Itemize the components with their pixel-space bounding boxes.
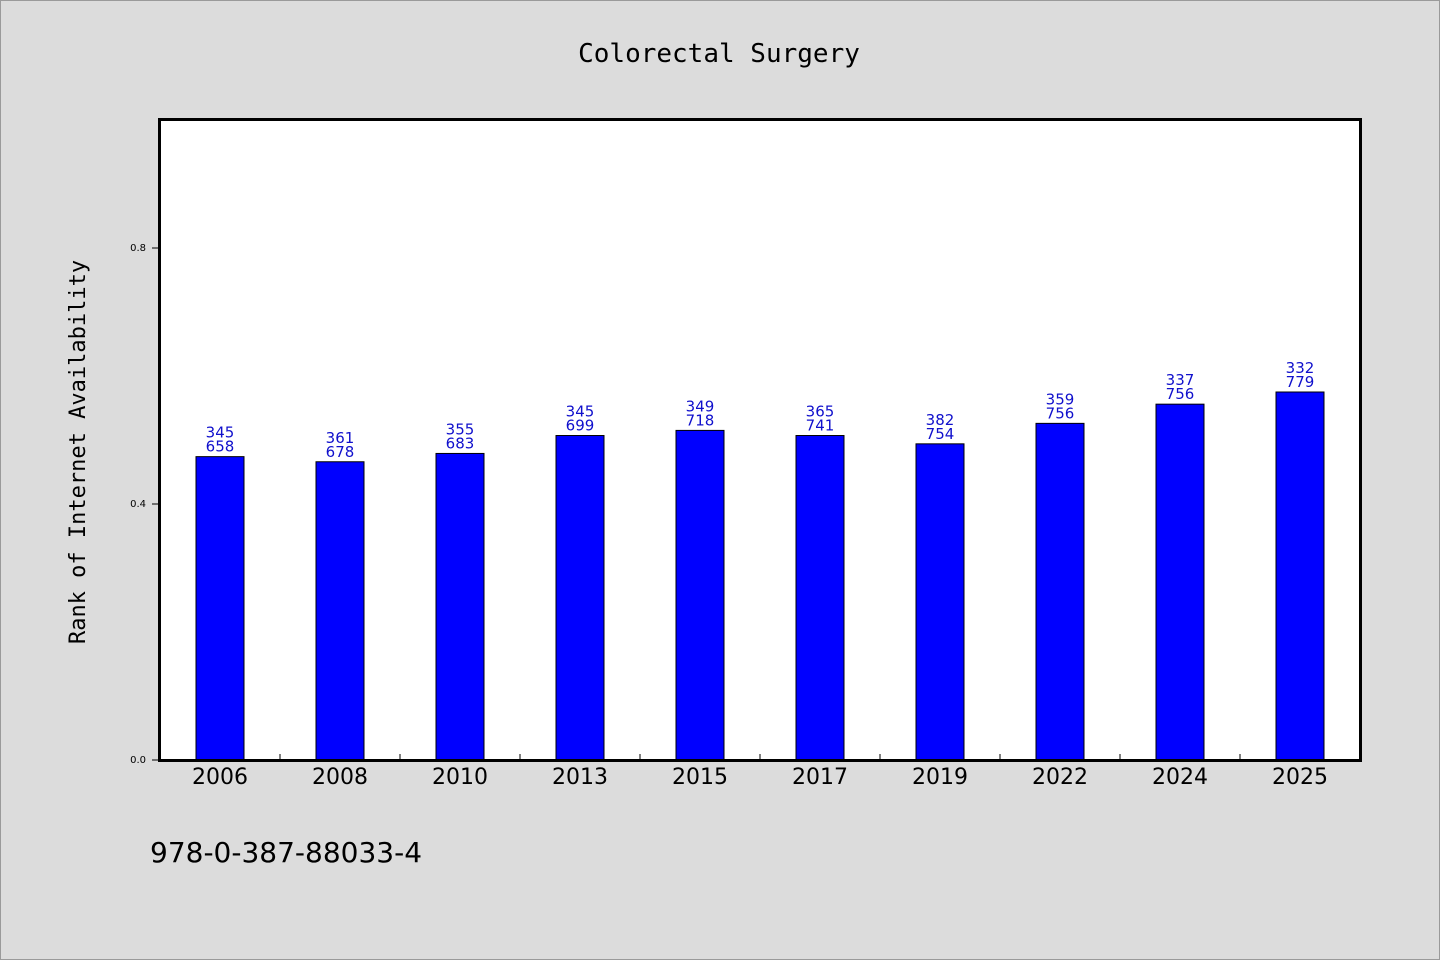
chart-title: Colorectal Surgery [578, 39, 860, 69]
data-label: 365 [806, 403, 835, 421]
x-tick-label: 2006 [192, 765, 248, 790]
plot-border [158, 118, 1362, 762]
data-label: 361 [326, 429, 355, 447]
bar [435, 452, 485, 761]
data-label: 683 [446, 434, 475, 452]
data-label: 332 [1286, 359, 1315, 377]
bar [795, 435, 845, 761]
data-label: 345 [566, 403, 595, 421]
footnote-isbn: 978-0-387-88033-4 [150, 836, 422, 869]
bar [195, 456, 245, 761]
bar [315, 461, 365, 761]
data-label: 718 [686, 411, 715, 429]
data-label: 756 [1046, 404, 1075, 422]
data-label: 349 [686, 397, 715, 415]
bar [555, 435, 605, 761]
data-label: 658 [206, 438, 235, 456]
y-tick-label: 0.4 [130, 499, 146, 510]
data-label: 345 [206, 424, 235, 442]
data-label: 382 [926, 411, 955, 429]
data-label: 359 [1046, 390, 1075, 408]
x-tick-label: 2022 [1032, 765, 1088, 790]
bar [675, 429, 725, 761]
data-label: 678 [326, 443, 355, 461]
y-axis-label: Rank of Internet Availability [66, 260, 91, 644]
data-label: 756 [1166, 385, 1195, 403]
data-label: 337 [1166, 371, 1195, 389]
x-tick-label: 2019 [912, 765, 968, 790]
x-tick-label: 2025 [1272, 765, 1328, 790]
x-tick-label: 2024 [1152, 765, 1208, 790]
data-label: 355 [446, 420, 475, 438]
y-axis-ticks: 0.0 0.4 0.8 [130, 243, 160, 766]
x-axis-ticks: 2006 2008 2010 2013 2015 2017 2019 2022 2024 2025 [192, 754, 1328, 790]
bar [1275, 391, 1325, 761]
x-tick-label: 2017 [792, 765, 848, 790]
x-tick-label: 2008 [312, 765, 368, 790]
x-tick-label: 2010 [432, 765, 488, 790]
bar [1035, 422, 1085, 761]
bar [1155, 403, 1205, 761]
data-label: 754 [926, 425, 955, 443]
y-tick-label: 0.8 [130, 243, 146, 254]
data-label: 699 [566, 417, 595, 435]
bar [915, 443, 965, 761]
y-tick-label: 0.0 [130, 755, 146, 766]
x-tick-label: 2015 [672, 765, 728, 790]
data-label: 741 [806, 417, 835, 435]
data-label: 779 [1286, 373, 1315, 391]
x-tick-label: 2013 [552, 765, 608, 790]
